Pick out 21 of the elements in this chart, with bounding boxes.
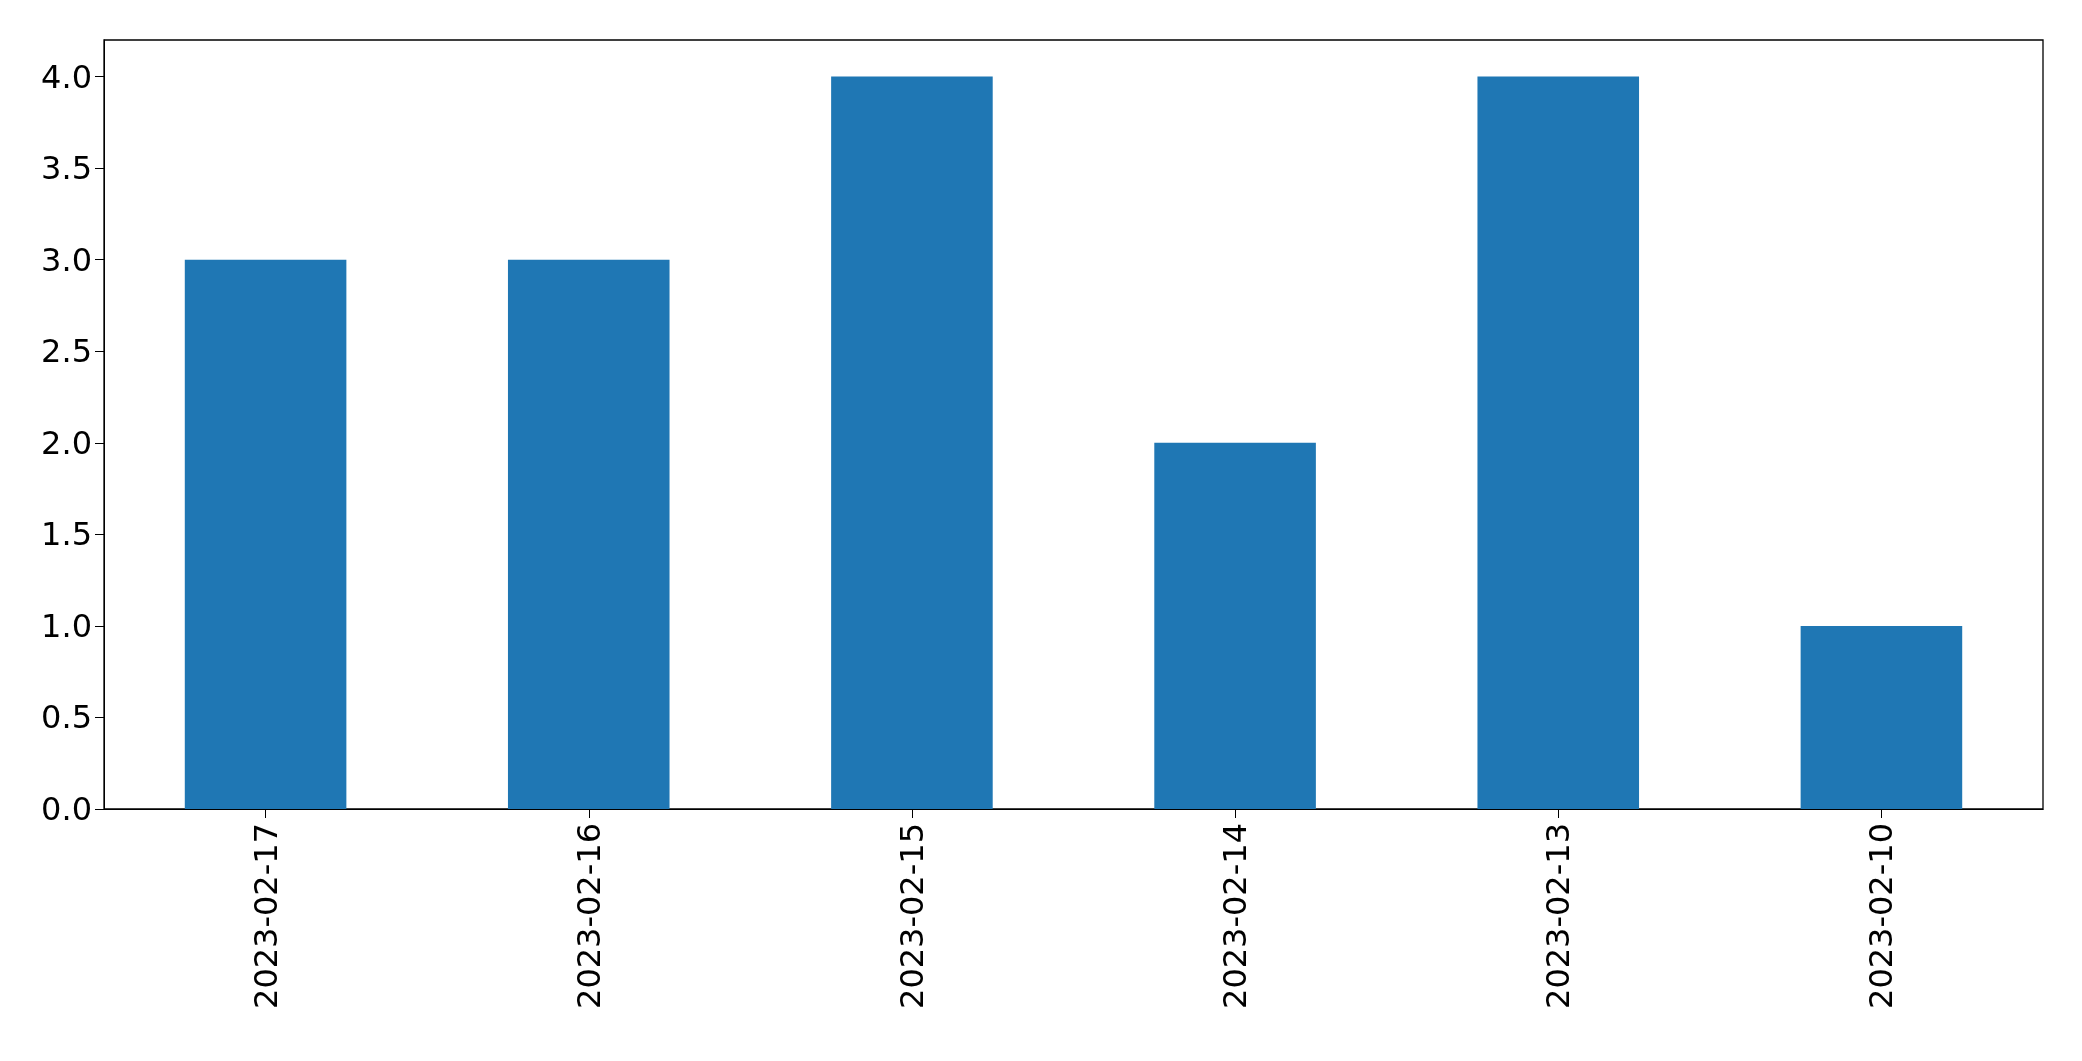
y-tick-label: 0.0 xyxy=(41,790,92,828)
x-tick-label: 2023-02-14 xyxy=(1216,823,1255,1009)
x-tick-label: 2023-02-10 xyxy=(1862,823,1901,1009)
y-tick-label: 3.0 xyxy=(41,240,92,279)
bar xyxy=(1154,442,1316,809)
x-tick-label: 2023-02-16 xyxy=(569,823,608,1009)
y-tick-label: 1.0 xyxy=(41,606,92,645)
y-tick-label: 4.0 xyxy=(41,57,92,96)
x-tick-label: 2023-02-13 xyxy=(1539,823,1578,1009)
y-tick-label: 0.5 xyxy=(41,698,92,737)
bar xyxy=(1800,625,1963,809)
x-tick-label: 2023-02-17 xyxy=(246,823,285,1009)
y-tick-label: 2.5 xyxy=(41,332,92,371)
bar xyxy=(831,76,993,809)
bar xyxy=(507,259,670,809)
y-tick-label: 1.5 xyxy=(41,515,92,554)
y-tick-label: 2.0 xyxy=(41,423,92,462)
y-tick-label: 3.5 xyxy=(41,149,92,188)
x-tick-label: 2023-02-15 xyxy=(892,823,931,1009)
bar xyxy=(184,259,347,809)
bar xyxy=(1477,76,1640,809)
